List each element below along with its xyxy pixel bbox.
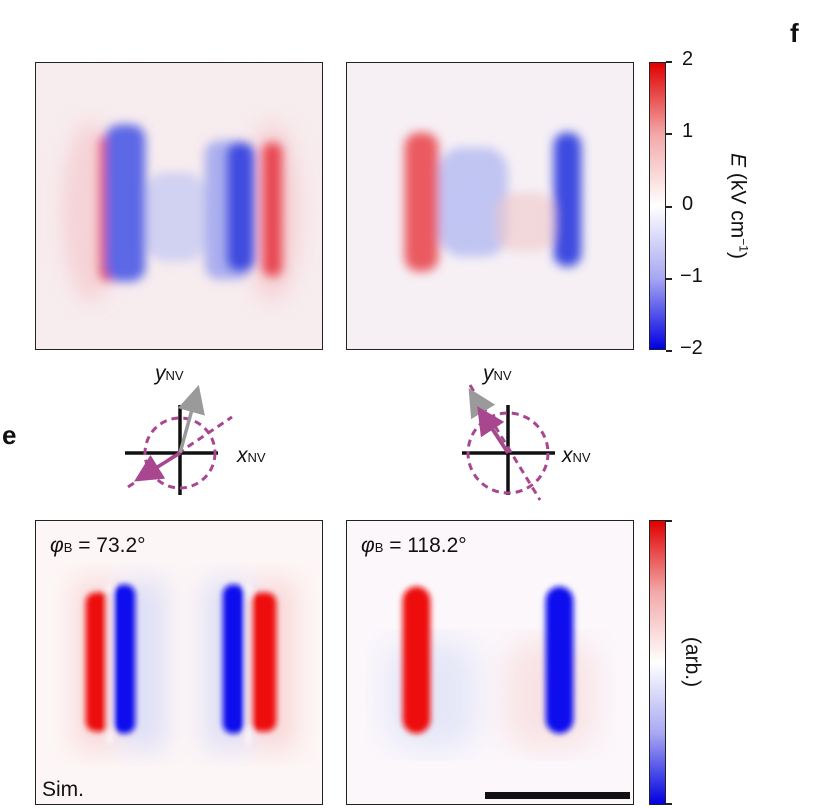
tick-label: −1 [680,265,703,287]
field-units-exp: −1 [736,238,751,252]
y-axis-label-right: yNV [483,362,512,385]
tick-label: 1 [682,120,694,142]
field-symbol: E [726,153,750,168]
measured-map-left [35,62,323,350]
field-angle-label-left: φB = 73.2° [50,534,146,557]
colorbar-label-arbitrary: (arb.) [681,636,704,688]
simulation-label: Sim. [42,778,84,801]
scale-bar [485,792,630,799]
nv-axes-diagram-left [125,384,233,495]
colorbar-label-electric-field: E (kV cm−1) [726,153,751,259]
simulated-map-right [346,520,634,805]
field-angle-label-right: φB = 118.2° [361,534,467,557]
nv-axes-diagram-right [462,384,555,501]
panel-label-e: e [2,420,17,450]
field-units-close: ) [726,251,750,259]
x-axis-label-left: xNV [237,444,266,467]
tick-label: 0 [682,193,694,215]
panel-label-f: f [790,18,799,48]
x-axis-label-right: xNV [562,444,591,467]
simulated-map-left [35,520,323,805]
tick-label: −2 [680,337,703,359]
colorbar-simulation [649,520,666,805]
colorbar-electric-field [649,62,666,350]
y-axis-label-left: yNV [155,362,184,385]
tick-label: 2 [682,48,694,70]
field-units: (kV cm [726,172,750,239]
measured-map-right [346,62,634,350]
